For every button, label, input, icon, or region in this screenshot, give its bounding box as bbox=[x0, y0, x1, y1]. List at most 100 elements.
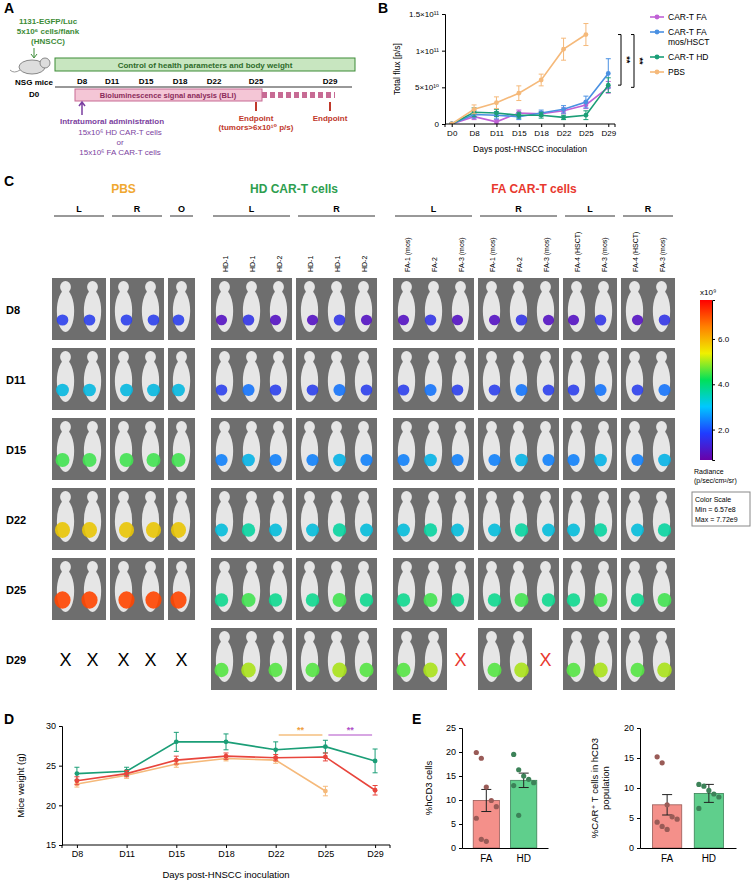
tick: 10 bbox=[624, 783, 640, 793]
point bbox=[516, 113, 521, 118]
error-bar bbox=[124, 770, 129, 776]
tick-mark bbox=[608, 124, 609, 127]
arrow bbox=[31, 48, 37, 58]
tick-label: FA bbox=[661, 853, 674, 864]
mouse-image bbox=[590, 348, 617, 410]
tick-mark bbox=[59, 726, 62, 727]
group-title: FA CAR-T cells bbox=[491, 182, 577, 196]
label: Control of health parameters and body we… bbox=[118, 61, 293, 70]
mouse-image bbox=[590, 558, 617, 620]
absent-mark: X bbox=[117, 650, 129, 670]
point bbox=[489, 798, 494, 803]
point bbox=[711, 791, 716, 796]
tick: 15 bbox=[46, 840, 62, 850]
label: D18 bbox=[173, 77, 188, 86]
point bbox=[484, 839, 489, 844]
legend-swatch bbox=[655, 55, 660, 60]
tick-label: 10 bbox=[624, 783, 634, 793]
axis: D8D11D15D18D22D25D29 bbox=[62, 845, 390, 859]
error-bar bbox=[494, 120, 499, 124]
axis: 2.04.06.0 bbox=[712, 301, 730, 461]
mouse-id: FA-1 (mos) bbox=[489, 237, 497, 272]
tick: D29 bbox=[601, 124, 616, 138]
tick-label: 4.0 bbox=[718, 380, 730, 389]
axis-line bbox=[62, 845, 390, 848]
mouse-image bbox=[621, 628, 648, 690]
mouse-image bbox=[532, 558, 559, 620]
mouse-image bbox=[478, 558, 505, 620]
label: 15x10⁶ FA CAR-T cells bbox=[79, 148, 160, 157]
tick-mark bbox=[637, 818, 640, 819]
point bbox=[660, 824, 665, 829]
tick-label: D15 bbox=[512, 129, 527, 138]
mouse-image bbox=[420, 558, 447, 620]
bar bbox=[511, 780, 537, 848]
mouse-id: HD-1 bbox=[222, 256, 229, 272]
plot-marks bbox=[653, 754, 724, 848]
legend-label: CAR-T HD bbox=[668, 52, 708, 62]
tick-label: 25 bbox=[46, 761, 56, 771]
mouse-image bbox=[211, 558, 238, 620]
error-bar bbox=[74, 777, 79, 785]
tick-label: 10 bbox=[446, 795, 456, 805]
side-label: R bbox=[645, 204, 652, 214]
tick: HD bbox=[702, 848, 716, 864]
mouse-id: FA-3 (mos) bbox=[458, 237, 466, 272]
error-bar bbox=[583, 111, 588, 120]
mouse-image bbox=[110, 278, 137, 340]
mouse-image bbox=[590, 418, 617, 480]
panel-label: D bbox=[4, 711, 14, 727]
box-rule bbox=[170, 216, 193, 217]
mouse-image bbox=[296, 418, 323, 480]
mouse-image bbox=[323, 488, 350, 550]
mouse-image bbox=[563, 628, 590, 690]
point bbox=[484, 784, 489, 789]
point bbox=[670, 814, 675, 819]
point bbox=[511, 752, 516, 757]
tick-label: D25 bbox=[318, 849, 335, 859]
point bbox=[539, 78, 544, 83]
tick: D25 bbox=[318, 845, 335, 859]
point bbox=[323, 755, 328, 760]
mouse-icon bbox=[10, 58, 50, 74]
mouse-image bbox=[168, 278, 195, 340]
timeline bbox=[55, 87, 352, 88]
colorbar-note: Min = 6.57e8 bbox=[695, 506, 736, 513]
point bbox=[323, 744, 328, 749]
tick: D18 bbox=[534, 124, 549, 138]
tick: D0 bbox=[447, 124, 458, 138]
mouse-image bbox=[621, 488, 648, 550]
mouse-image bbox=[265, 278, 292, 340]
tick-mark bbox=[375, 845, 376, 848]
error-bar bbox=[174, 732, 179, 751]
tick-mark bbox=[442, 14, 445, 15]
mouse-image bbox=[505, 278, 532, 340]
axis-line bbox=[637, 729, 641, 849]
mouse-id: HD-1 bbox=[334, 256, 341, 272]
mouse-image bbox=[52, 488, 79, 550]
tick-mark bbox=[474, 124, 475, 127]
mouse-id: FA-4 (HSCT) bbox=[574, 232, 582, 272]
mouse-image bbox=[79, 348, 106, 410]
label: D25 bbox=[249, 77, 264, 86]
tick-mark bbox=[459, 800, 462, 801]
mouse-image bbox=[478, 418, 505, 480]
point bbox=[323, 789, 328, 794]
tick-label: 15 bbox=[446, 771, 456, 781]
point bbox=[706, 788, 711, 793]
mouse-id: FA-3 (mos) bbox=[543, 237, 551, 272]
error-bar bbox=[124, 767, 129, 775]
point bbox=[701, 784, 706, 789]
mouse-id: FA-2 bbox=[516, 257, 523, 272]
mouse-id: FA-3 (mos) bbox=[601, 237, 609, 272]
mouse-image bbox=[621, 558, 648, 620]
mouse-image bbox=[168, 418, 195, 480]
mouse-image bbox=[393, 488, 420, 550]
label: Endpoint bbox=[313, 114, 348, 123]
tick: 15 bbox=[446, 771, 462, 781]
mouse-image bbox=[211, 278, 238, 340]
mouse-image bbox=[238, 278, 265, 340]
point bbox=[526, 777, 531, 782]
tick: 25 bbox=[46, 761, 62, 771]
mouse-image bbox=[350, 628, 377, 690]
